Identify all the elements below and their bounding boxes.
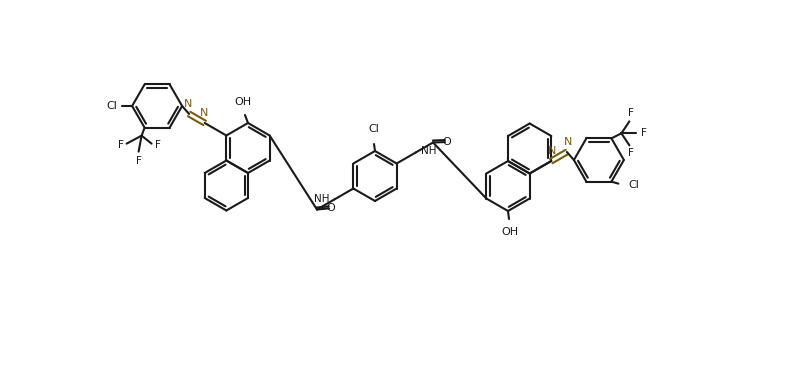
- Text: F: F: [136, 156, 141, 166]
- Text: F: F: [629, 148, 634, 158]
- Text: O: O: [443, 137, 451, 147]
- Text: OH: OH: [501, 227, 519, 237]
- Text: O: O: [326, 203, 336, 213]
- Text: F: F: [118, 140, 123, 150]
- Text: F: F: [629, 108, 634, 119]
- Text: N: N: [564, 137, 572, 147]
- Text: Cl: Cl: [106, 101, 117, 111]
- Text: Cl: Cl: [628, 179, 639, 190]
- Text: NH: NH: [314, 193, 329, 203]
- Text: F: F: [155, 140, 160, 150]
- Text: N: N: [200, 108, 208, 118]
- Text: N: N: [184, 99, 193, 109]
- Text: N: N: [548, 146, 556, 156]
- Text: F: F: [641, 129, 647, 138]
- Text: Cl: Cl: [369, 124, 380, 134]
- Text: OH: OH: [234, 97, 252, 107]
- Text: NH: NH: [421, 147, 436, 156]
